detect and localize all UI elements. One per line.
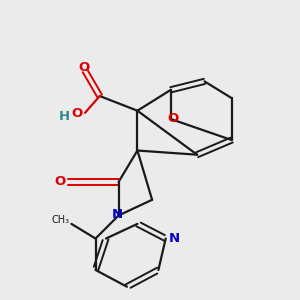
Text: N: N xyxy=(112,208,123,221)
Text: H: H xyxy=(58,110,70,124)
Text: O: O xyxy=(54,176,65,188)
Text: O: O xyxy=(71,107,82,120)
Text: N: N xyxy=(169,232,180,245)
Text: O: O xyxy=(167,112,179,124)
Text: O: O xyxy=(78,61,90,74)
Text: CH₃: CH₃ xyxy=(52,215,70,225)
